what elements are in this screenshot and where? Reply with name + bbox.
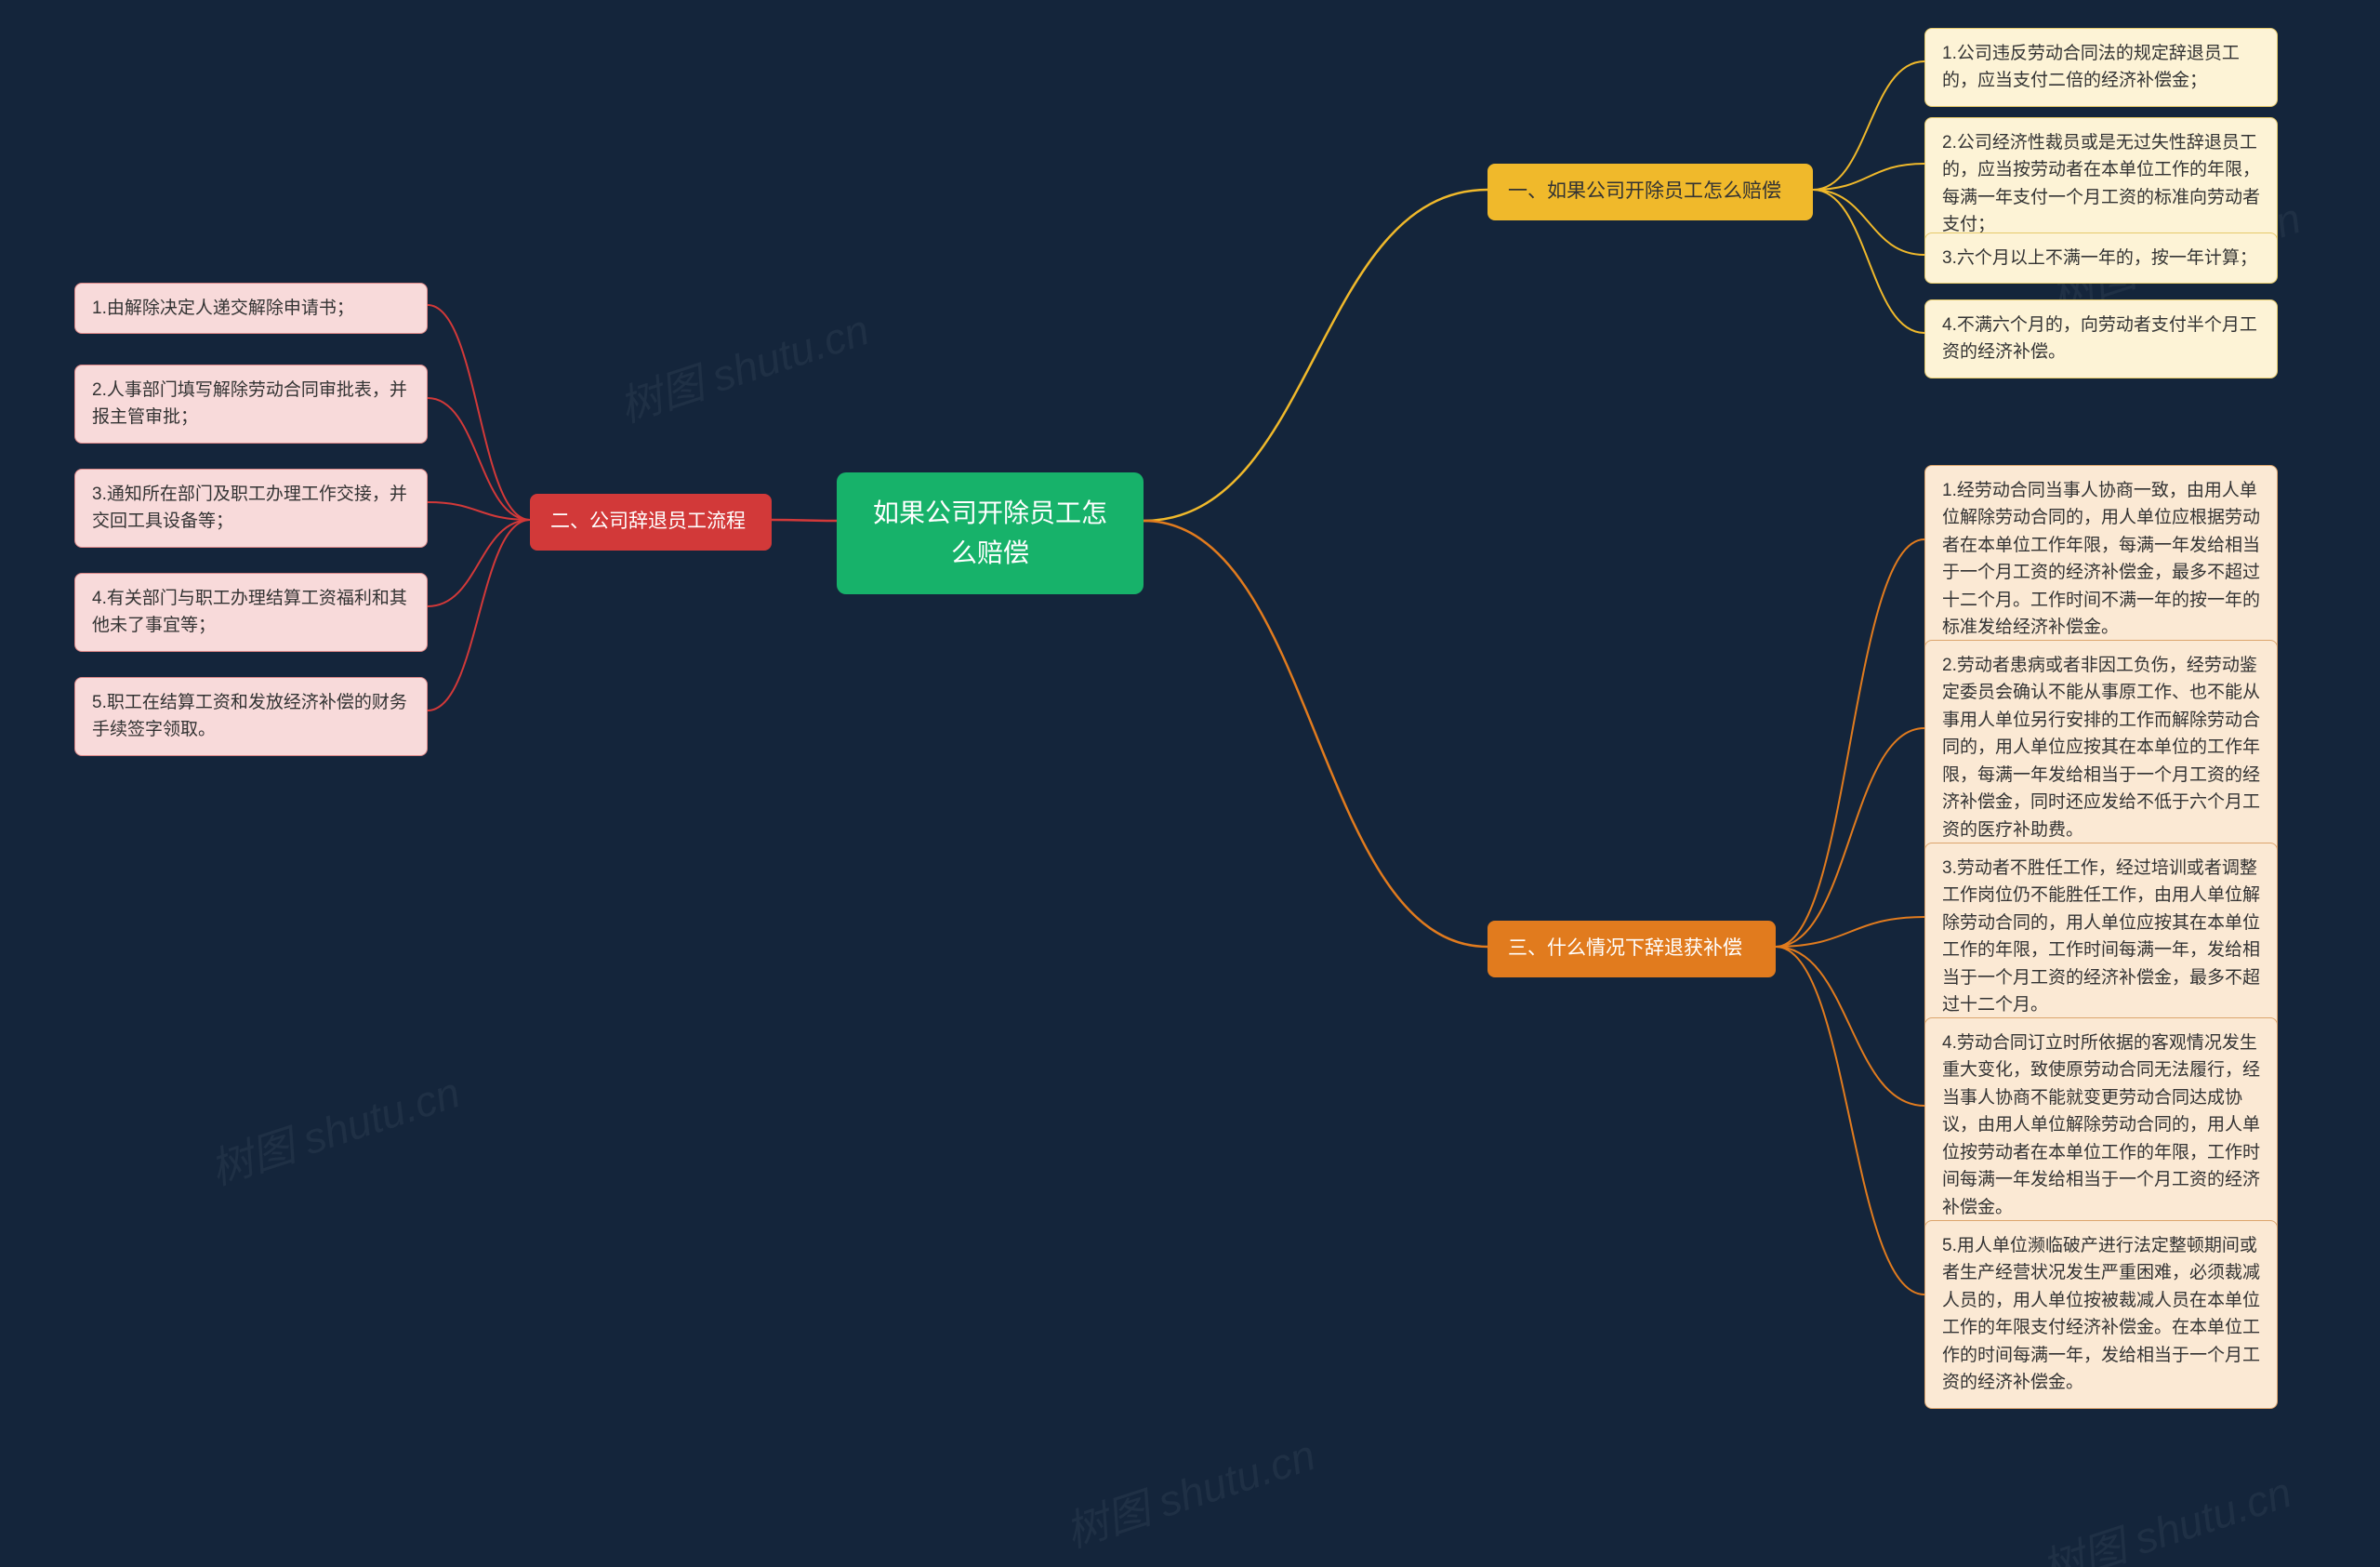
leaf-node[interactable]: 3.劳动者不胜任工作，经过培训或者调整工作岗位仍不能胜任工作，由用人单位解除劳动… xyxy=(1924,843,2278,1031)
leaf-node[interactable]: 5.用人单位濒临破产进行法定整顿期间或者生产经营状况发生严重困难，必须裁减人员的… xyxy=(1924,1220,2278,1409)
leaf-node[interactable]: 2.人事部门填写解除劳动合同审批表，并报主管审批； xyxy=(74,365,428,444)
leaf-node[interactable]: 3.六个月以上不满一年的，按一年计算； xyxy=(1924,232,2278,284)
leaf-node[interactable]: 4.不满六个月的，向劳动者支付半个月工资的经济补偿。 xyxy=(1924,299,2278,378)
leaf-node[interactable]: 2.公司经济性裁员或是无过失性辞退员工的，应当按劳动者在本单位工作的年限，每满一… xyxy=(1924,117,2278,251)
leaf-node[interactable]: 3.通知所在部门及职工办理工作交接，并交回工具设备等； xyxy=(74,469,428,548)
leaf-node[interactable]: 1.经劳动合同当事人协商一致，由用人单位解除劳动合同的，用人单位应根据劳动者在本… xyxy=(1924,465,2278,654)
leaf-node[interactable]: 1.由解除决定人递交解除申请书； xyxy=(74,283,428,334)
watermark: 树图 shutu.cn xyxy=(1057,1422,1322,1560)
leaf-node[interactable]: 5.职工在结算工资和发放经济补偿的财务手续签字领取。 xyxy=(74,677,428,756)
root-node[interactable]: 如果公司开除员工怎么赔偿 xyxy=(837,472,1144,594)
branch-node[interactable]: 三、什么情况下辞退获补偿 xyxy=(1488,921,1776,977)
branch-node[interactable]: 二、公司辞退员工流程 xyxy=(530,494,772,551)
leaf-node[interactable]: 2.劳动者患病或者非因工负伤，经劳动鉴定委员会确认不能从事原工作、也不能从事用人… xyxy=(1924,640,2278,856)
watermark: 树图 shutu.cn xyxy=(2033,1459,2298,1567)
watermark: 树图 shutu.cn xyxy=(202,1059,467,1198)
leaf-node[interactable]: 4.劳动合同订立时所依据的客观情况发生重大变化，致使原劳动合同无法履行，经当事人… xyxy=(1924,1017,2278,1233)
leaf-node[interactable]: 4.有关部门与职工办理结算工资福利和其他未了事宜等； xyxy=(74,573,428,652)
watermark: 树图 shutu.cn xyxy=(611,297,876,435)
leaf-node[interactable]: 1.公司违反劳动合同法的规定辞退员工的，应当支付二倍的经济补偿金； xyxy=(1924,28,2278,107)
branch-node[interactable]: 一、如果公司开除员工怎么赔偿 xyxy=(1488,164,1813,220)
